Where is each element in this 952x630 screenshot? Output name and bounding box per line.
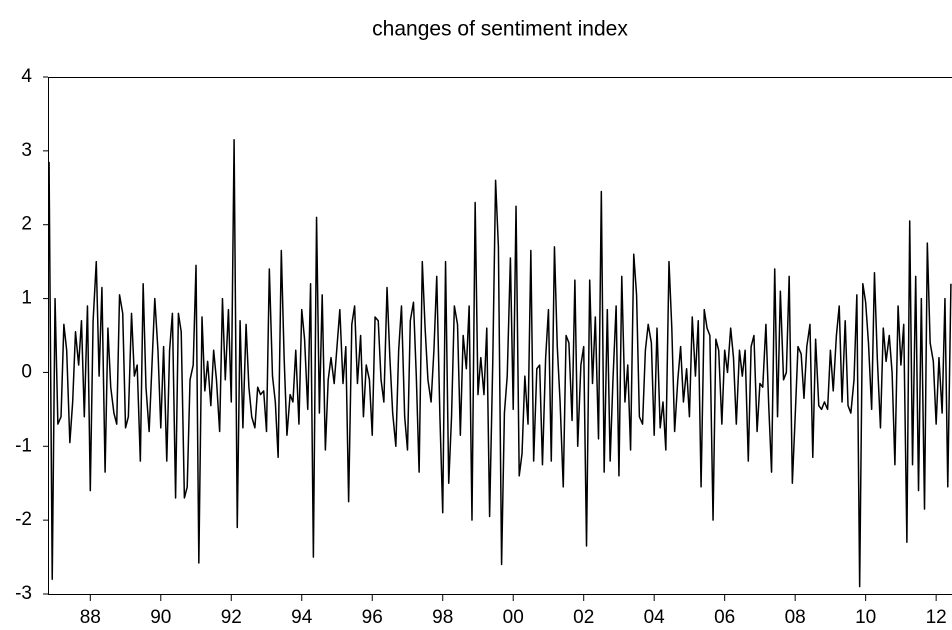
x-tick-label: 04 (644, 607, 666, 628)
x-tick-label: 92 (221, 607, 242, 628)
data-line (48, 139, 952, 588)
y-tick-label: 4 (21, 66, 32, 87)
x-tick-label: 96 (362, 607, 383, 628)
x-tick-label: 94 (291, 607, 313, 628)
x-tick-label: 06 (714, 607, 735, 628)
x-tick-label: 88 (80, 607, 101, 628)
x-tick-label: 08 (785, 607, 806, 628)
x-tick-label: 10 (855, 607, 876, 628)
y-tick-label: 0 (21, 361, 32, 382)
y-tick-label: 1 (21, 288, 32, 309)
y-tick-label: -3 (15, 583, 32, 604)
x-tick-label: 02 (573, 607, 594, 628)
y-tick-label: -1 (15, 435, 32, 456)
plot-frame (48, 77, 952, 595)
y-tick-label: 2 (21, 214, 32, 235)
y-tick-label: -2 (15, 509, 32, 530)
x-tick-label: 00 (503, 607, 524, 628)
y-tick-label: 3 (21, 140, 32, 161)
chart-title: changes of sentiment index (372, 18, 628, 41)
x-tick-label: 90 (150, 607, 171, 628)
x-tick-label: 12 (926, 607, 947, 628)
x-tick-label: 98 (432, 607, 453, 628)
